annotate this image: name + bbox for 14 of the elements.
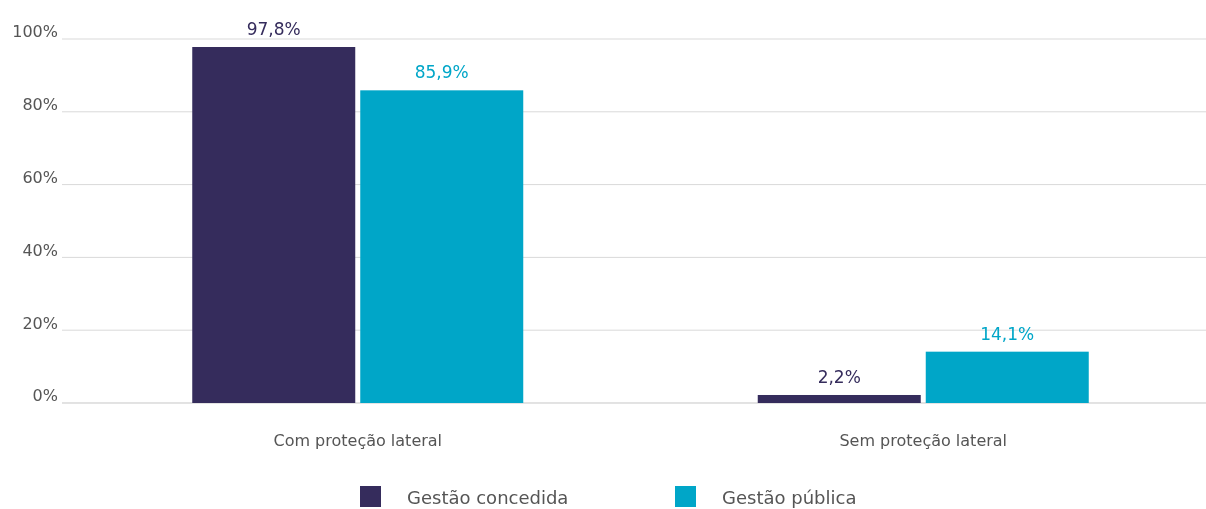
legend-label: Gestão concedida	[407, 486, 569, 508]
y-tick-label: 80%	[22, 95, 58, 115]
y-tick-label: 40%	[22, 240, 58, 260]
data-label: 85,9%	[414, 62, 469, 83]
data-label: 14,1%	[980, 323, 1035, 344]
data-label: 97,8%	[246, 19, 301, 40]
y-tick-label: 20%	[22, 313, 58, 333]
y-tick-label: 0%	[32, 386, 58, 406]
x-tick-label: Com proteção lateral	[273, 430, 443, 450]
x-tick-label: Sem proteção lateral	[839, 430, 1008, 450]
y-tick-label: 100%	[12, 22, 58, 42]
y-tick-label: 60%	[22, 168, 58, 187]
data-label: 2,2%	[817, 366, 861, 387]
legend-label: Gestão pública	[722, 486, 857, 508]
